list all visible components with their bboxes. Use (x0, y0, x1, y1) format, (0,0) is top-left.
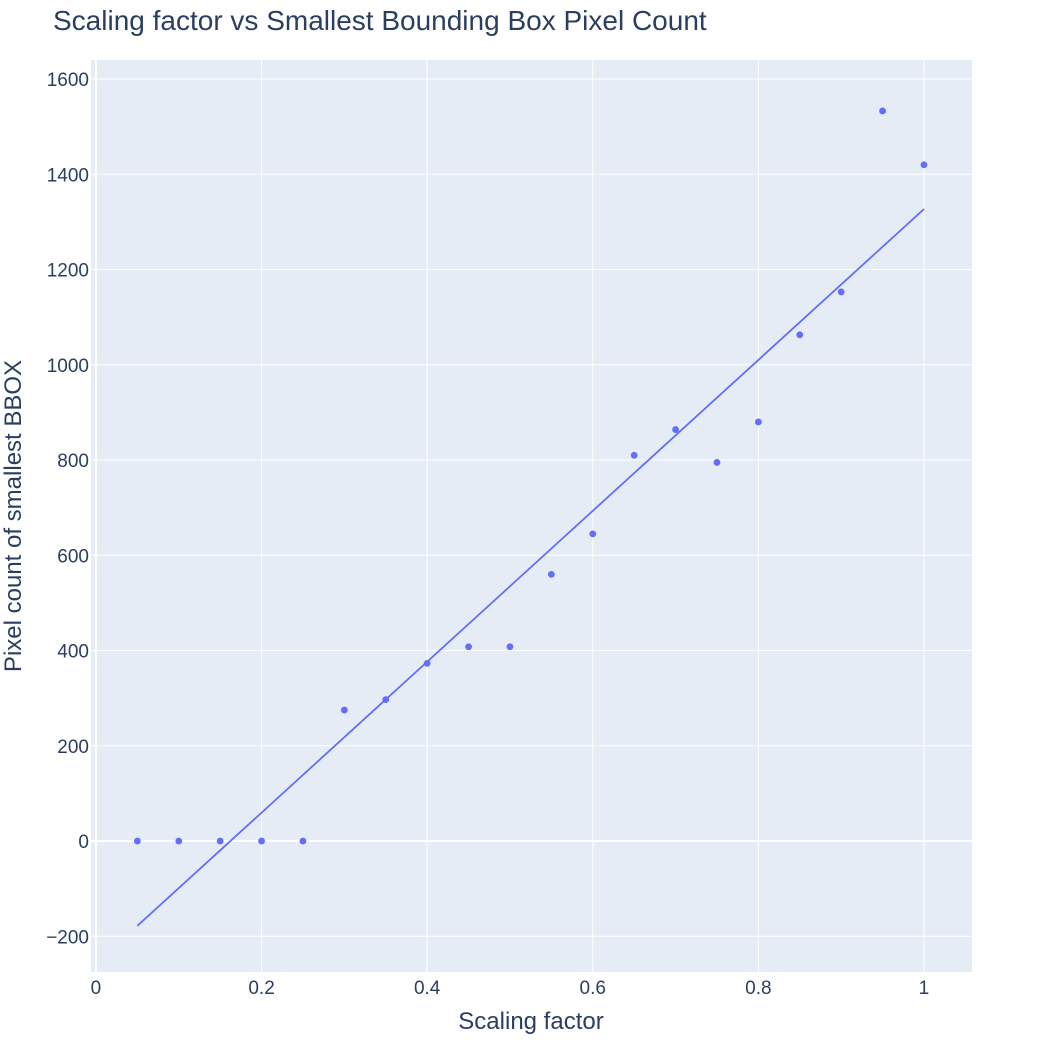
y-tick-label: 1200 (47, 261, 89, 282)
data-point (879, 107, 886, 115)
y-tick-label: 600 (57, 546, 89, 567)
data-point (920, 161, 928, 169)
data-point (133, 837, 141, 845)
y-axis-title: Pixel count of smallest BBOX (0, 360, 27, 672)
chart-title: Scaling factor vs Smallest Bounding Box … (53, 5, 707, 36)
y-tick-label: −200 (46, 927, 89, 948)
data-series (133, 107, 928, 927)
x-tick-label: 0.2 (248, 978, 274, 999)
x-axis-ticks: 0 0.2 0.4 0.6 0.8 1 (91, 978, 930, 999)
plot-area (91, 60, 972, 972)
y-tick-label: 1600 (47, 70, 89, 91)
data-point (672, 426, 679, 433)
x-tick-label: 0.6 (580, 978, 606, 999)
data-point (340, 706, 348, 714)
trend-line (136, 208, 925, 927)
data-point (754, 418, 762, 426)
y-tick-label: 200 (57, 737, 89, 758)
y-tick-label: 1000 (47, 356, 89, 377)
data-point (465, 643, 472, 651)
data-point (796, 331, 804, 339)
grid-lines (91, 60, 972, 972)
x-tick-label: 0.8 (745, 978, 771, 999)
data-point (713, 459, 721, 466)
x-tick-label: 0 (91, 978, 102, 999)
x-tick-label: 1 (919, 978, 930, 999)
y-tick-label: 1400 (47, 165, 89, 186)
y-tick-label: 0 (78, 832, 89, 853)
data-point (589, 530, 597, 538)
y-tick-label: 800 (57, 451, 89, 472)
y-tick-label: 400 (57, 642, 89, 663)
x-axis-title: Scaling factor (458, 1008, 603, 1035)
data-point (837, 288, 845, 296)
data-point (299, 837, 307, 845)
x-tick-label: 0.4 (414, 978, 441, 999)
data-point (630, 451, 638, 459)
data-point (258, 837, 265, 845)
y-axis-ticks: −200 0 200 400 600 800 1000 1200 1400 1600 (46, 70, 89, 948)
data-point (175, 837, 183, 845)
data-point (216, 837, 224, 845)
data-point (547, 570, 555, 578)
data-point (506, 643, 514, 651)
data-point (423, 659, 431, 667)
